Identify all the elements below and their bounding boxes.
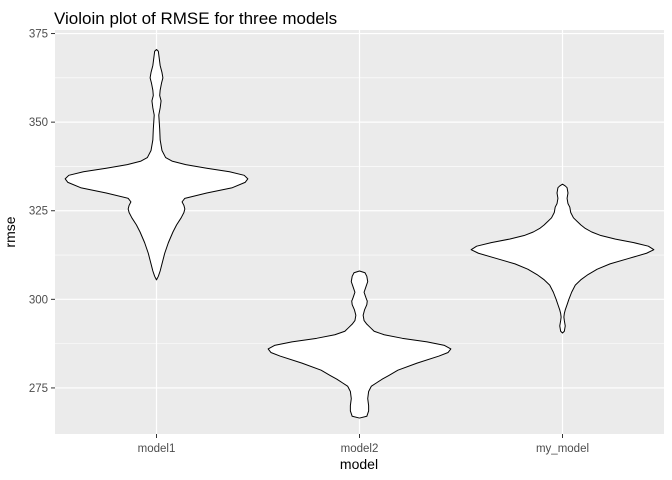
y-axis-ticks: 275 300 325 350 375 <box>29 29 55 395</box>
violin-model1 <box>64 48 249 281</box>
chart-title: Violoin plot of RMSE for three models <box>54 9 337 28</box>
y-tick-label: 275 <box>29 383 48 395</box>
x-axis-title: model <box>340 456 378 472</box>
y-tick-label: 325 <box>29 206 48 218</box>
x-tick-label: my_model <box>536 443 589 455</box>
x-tick-label: model1 <box>138 443 176 455</box>
x-tick-label: model2 <box>341 443 379 455</box>
y-tick-label: 300 <box>29 294 48 306</box>
y-tick-label: 375 <box>29 29 48 41</box>
y-axis-title: rmse <box>2 216 18 247</box>
violin-model2 <box>267 270 452 419</box>
y-tick-label: 350 <box>29 117 48 129</box>
violin-my-model <box>470 183 655 334</box>
x-axis-ticks: model1 model2 my_model <box>138 434 589 455</box>
violins <box>64 48 655 419</box>
